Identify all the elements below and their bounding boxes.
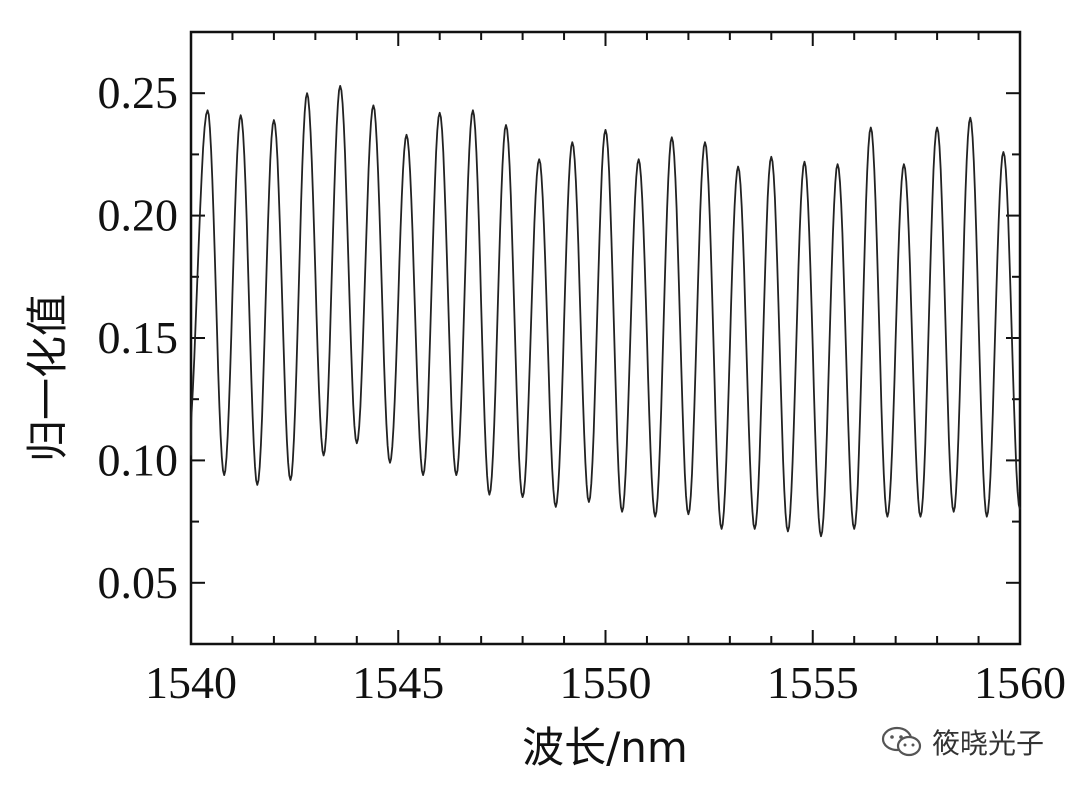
x-tick-label: 1555 <box>767 657 859 708</box>
y-tick-labels: 0.05 0.10 0.15 0.20 0.25 <box>98 67 179 608</box>
y-tick-label: 0.25 <box>98 67 179 118</box>
x-tick-label: 1540 <box>145 657 237 708</box>
y-tick-label: 0.10 <box>98 434 179 485</box>
x-tick-labels: 1540 1545 1550 1555 1560 <box>145 657 1066 708</box>
wechat-icon <box>881 726 922 757</box>
y-tick-label: 0.20 <box>98 190 179 241</box>
x-tick-label: 1550 <box>560 657 652 708</box>
y-tick-label: 0.05 <box>98 557 179 608</box>
watermark: 筱晓光子 <box>880 722 1044 762</box>
spectrum-line <box>190 85 1021 538</box>
y-tick-label: 0.15 <box>98 312 179 363</box>
x-tick-label: 1545 <box>352 657 444 708</box>
y-axis-title: 归一化值 <box>23 294 72 462</box>
x-tick-label: 1560 <box>974 657 1066 708</box>
x-axis-title: 波长/nm <box>522 723 688 772</box>
watermark-text: 筱晓光子 <box>931 727 1044 760</box>
axis-ticks <box>190 32 1021 644</box>
